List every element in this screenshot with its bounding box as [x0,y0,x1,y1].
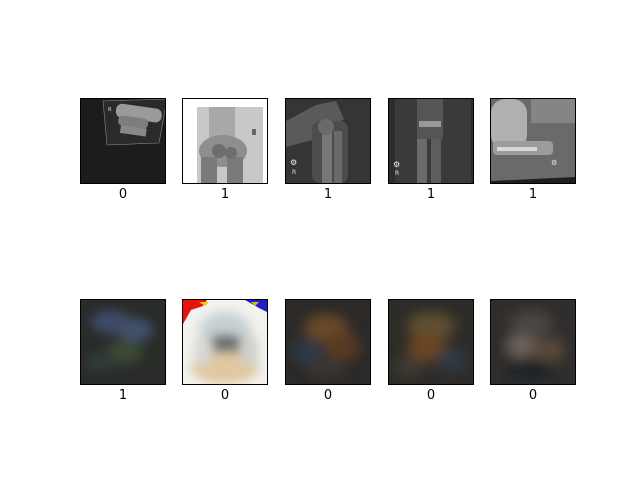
xray-thumbnail: ⚙ R [285,98,371,184]
tile-label: 0 [118,187,128,202]
tile-label: 0 [528,388,538,403]
image-tile-r1c3: ⚙ R 1 [285,98,371,202]
xray-thumbnail [182,98,268,184]
svg-text:R: R [108,107,112,113]
image-tile-r2c2: 0 [182,299,268,403]
image-tile-r2c1: 1 [80,299,166,403]
xray-thumbnail: R [80,98,166,184]
reconstruction-thumbnail [285,299,371,385]
svg-text:R: R [395,170,399,177]
image-tile-r2c3: 0 [285,299,371,403]
tile-label: 1 [118,388,128,403]
image-tile-r1c1: R 0 [80,98,166,202]
tile-label: 0 [323,388,333,403]
tile-label: 1 [323,187,333,202]
tile-label: 1 [426,187,436,202]
reconstruction-thumbnail [182,299,268,385]
image-tile-r2c4: 0 [388,299,474,403]
svg-text:R: R [292,169,296,176]
xray-thumbnail: ⚙ R [388,98,474,184]
svg-text:⚙: ⚙ [551,159,557,167]
tile-label: 0 [426,388,436,403]
image-tile-r1c4: ⚙ R 1 [388,98,474,202]
image-tile-r1c5: ⚙ 1 [490,98,576,202]
image-tile-r1c2: 1 [182,98,268,202]
svg-text:⚙: ⚙ [290,158,297,167]
svg-text:⚙: ⚙ [393,160,400,169]
xray-thumbnail: ⚙ [490,98,576,184]
tile-label: 0 [220,388,230,403]
reconstruction-thumbnail [80,299,166,385]
image-tile-r2c5: 0 [490,299,576,403]
reconstruction-thumbnail [388,299,474,385]
reconstruction-thumbnail [490,299,576,385]
tile-label: 1 [528,187,538,202]
tile-label: 1 [220,187,230,202]
